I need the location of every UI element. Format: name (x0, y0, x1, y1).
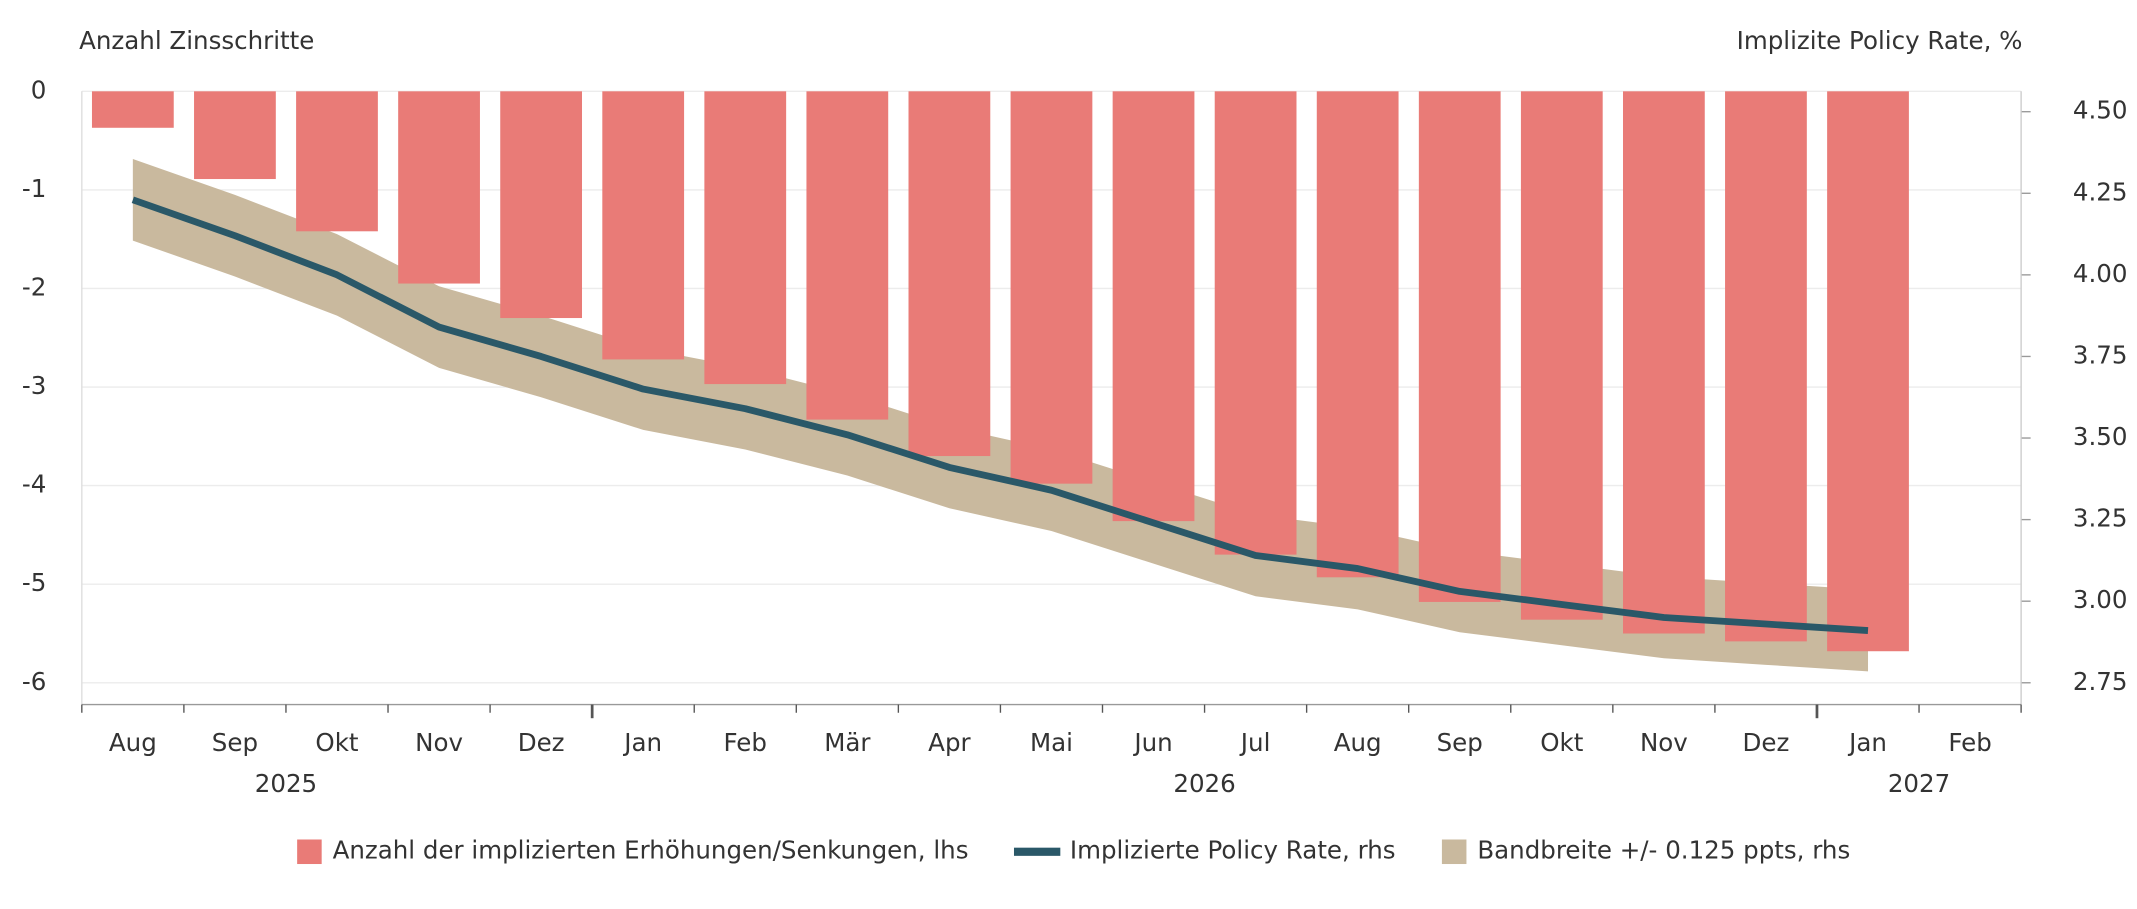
bar (908, 91, 991, 457)
bar (704, 91, 787, 385)
x-tick-label: Okt (1540, 728, 1583, 757)
bar (1418, 91, 1501, 602)
y2-tick-label: 3.25 (2073, 504, 2128, 533)
y-tick-label: -5 (22, 568, 46, 597)
bar (1112, 91, 1195, 522)
y-axis-label: Anzahl Zinsschritte (79, 26, 314, 55)
x-tick-label: Nov (415, 728, 463, 757)
legend-swatch (297, 839, 322, 865)
bar (806, 91, 889, 420)
bar (91, 91, 174, 128)
x-tick-label: Sep (212, 728, 258, 757)
y-tick-label: -3 (22, 371, 46, 400)
bar (1214, 91, 1297, 555)
y2-tick-label: 2.75 (2073, 667, 2128, 696)
bar (1316, 91, 1399, 578)
bar (500, 91, 583, 319)
y2-tick-label: 4.00 (2073, 259, 2128, 288)
x-tick-label: Nov (1640, 728, 1688, 757)
y-tick-label: -1 (22, 174, 46, 203)
bar (1725, 91, 1807, 642)
x-tick-label: Dez (518, 728, 565, 757)
x-tick-label: Sep (1437, 728, 1483, 757)
bar (602, 91, 685, 360)
year-label: 2027 (1888, 769, 1950, 798)
x-tick-label: Aug (109, 728, 157, 757)
y2-tick-label: 3.50 (2073, 422, 2128, 451)
x-tick-label: Mär (824, 728, 871, 757)
y2-tick-label: 3.00 (2073, 585, 2128, 614)
x-tick-label: Jun (1132, 728, 1172, 757)
y2-tick-label: 3.75 (2073, 340, 2128, 369)
x-tick-label: Feb (1948, 728, 1991, 757)
bar (296, 91, 378, 232)
legend-label: Bandbreite +/- 0.125 ppts, rhs (1477, 836, 1850, 865)
bar (1520, 91, 1603, 620)
legend-swatch (1441, 839, 1467, 865)
x-tick-label: Mai (1030, 728, 1073, 757)
y-tick-label: -4 (22, 470, 46, 499)
y2-axis-label: Implizite Policy Rate, % (1737, 26, 2023, 55)
x-tick-label: Apr (928, 728, 971, 757)
line (131, 196, 1869, 634)
x-tick-label: Jan (622, 728, 662, 757)
x-tick-label: Feb (724, 728, 767, 757)
legend-label: Implizierte Policy Rate, rhs (1070, 836, 1396, 865)
legend-swatch (1013, 847, 1061, 856)
bar (398, 91, 480, 284)
y2-tick-label: 4.25 (2073, 177, 2128, 206)
year-label: 2025 (255, 769, 317, 798)
y2-tick-label: 4.50 (2073, 96, 2128, 125)
bar (194, 91, 276, 180)
x-tick-label: Jul (1239, 728, 1271, 757)
legend-label: Anzahl der implizierten Erhöhungen/Senku… (333, 836, 969, 865)
bar (1622, 91, 1705, 634)
bar (1827, 91, 1909, 652)
x-tick-label: Okt (315, 728, 358, 757)
bar (1010, 91, 1093, 484)
y-tick-label: -2 (22, 272, 46, 301)
y-tick-label: -6 (22, 667, 46, 696)
band (132, 159, 1869, 672)
y-tick-label: 0 (31, 75, 47, 104)
year-label: 2026 (1173, 769, 1235, 798)
x-tick-label: Aug (1334, 728, 1382, 757)
x-tick-label: Jan (1847, 728, 1887, 757)
x-tick-label: Dez (1743, 728, 1790, 757)
